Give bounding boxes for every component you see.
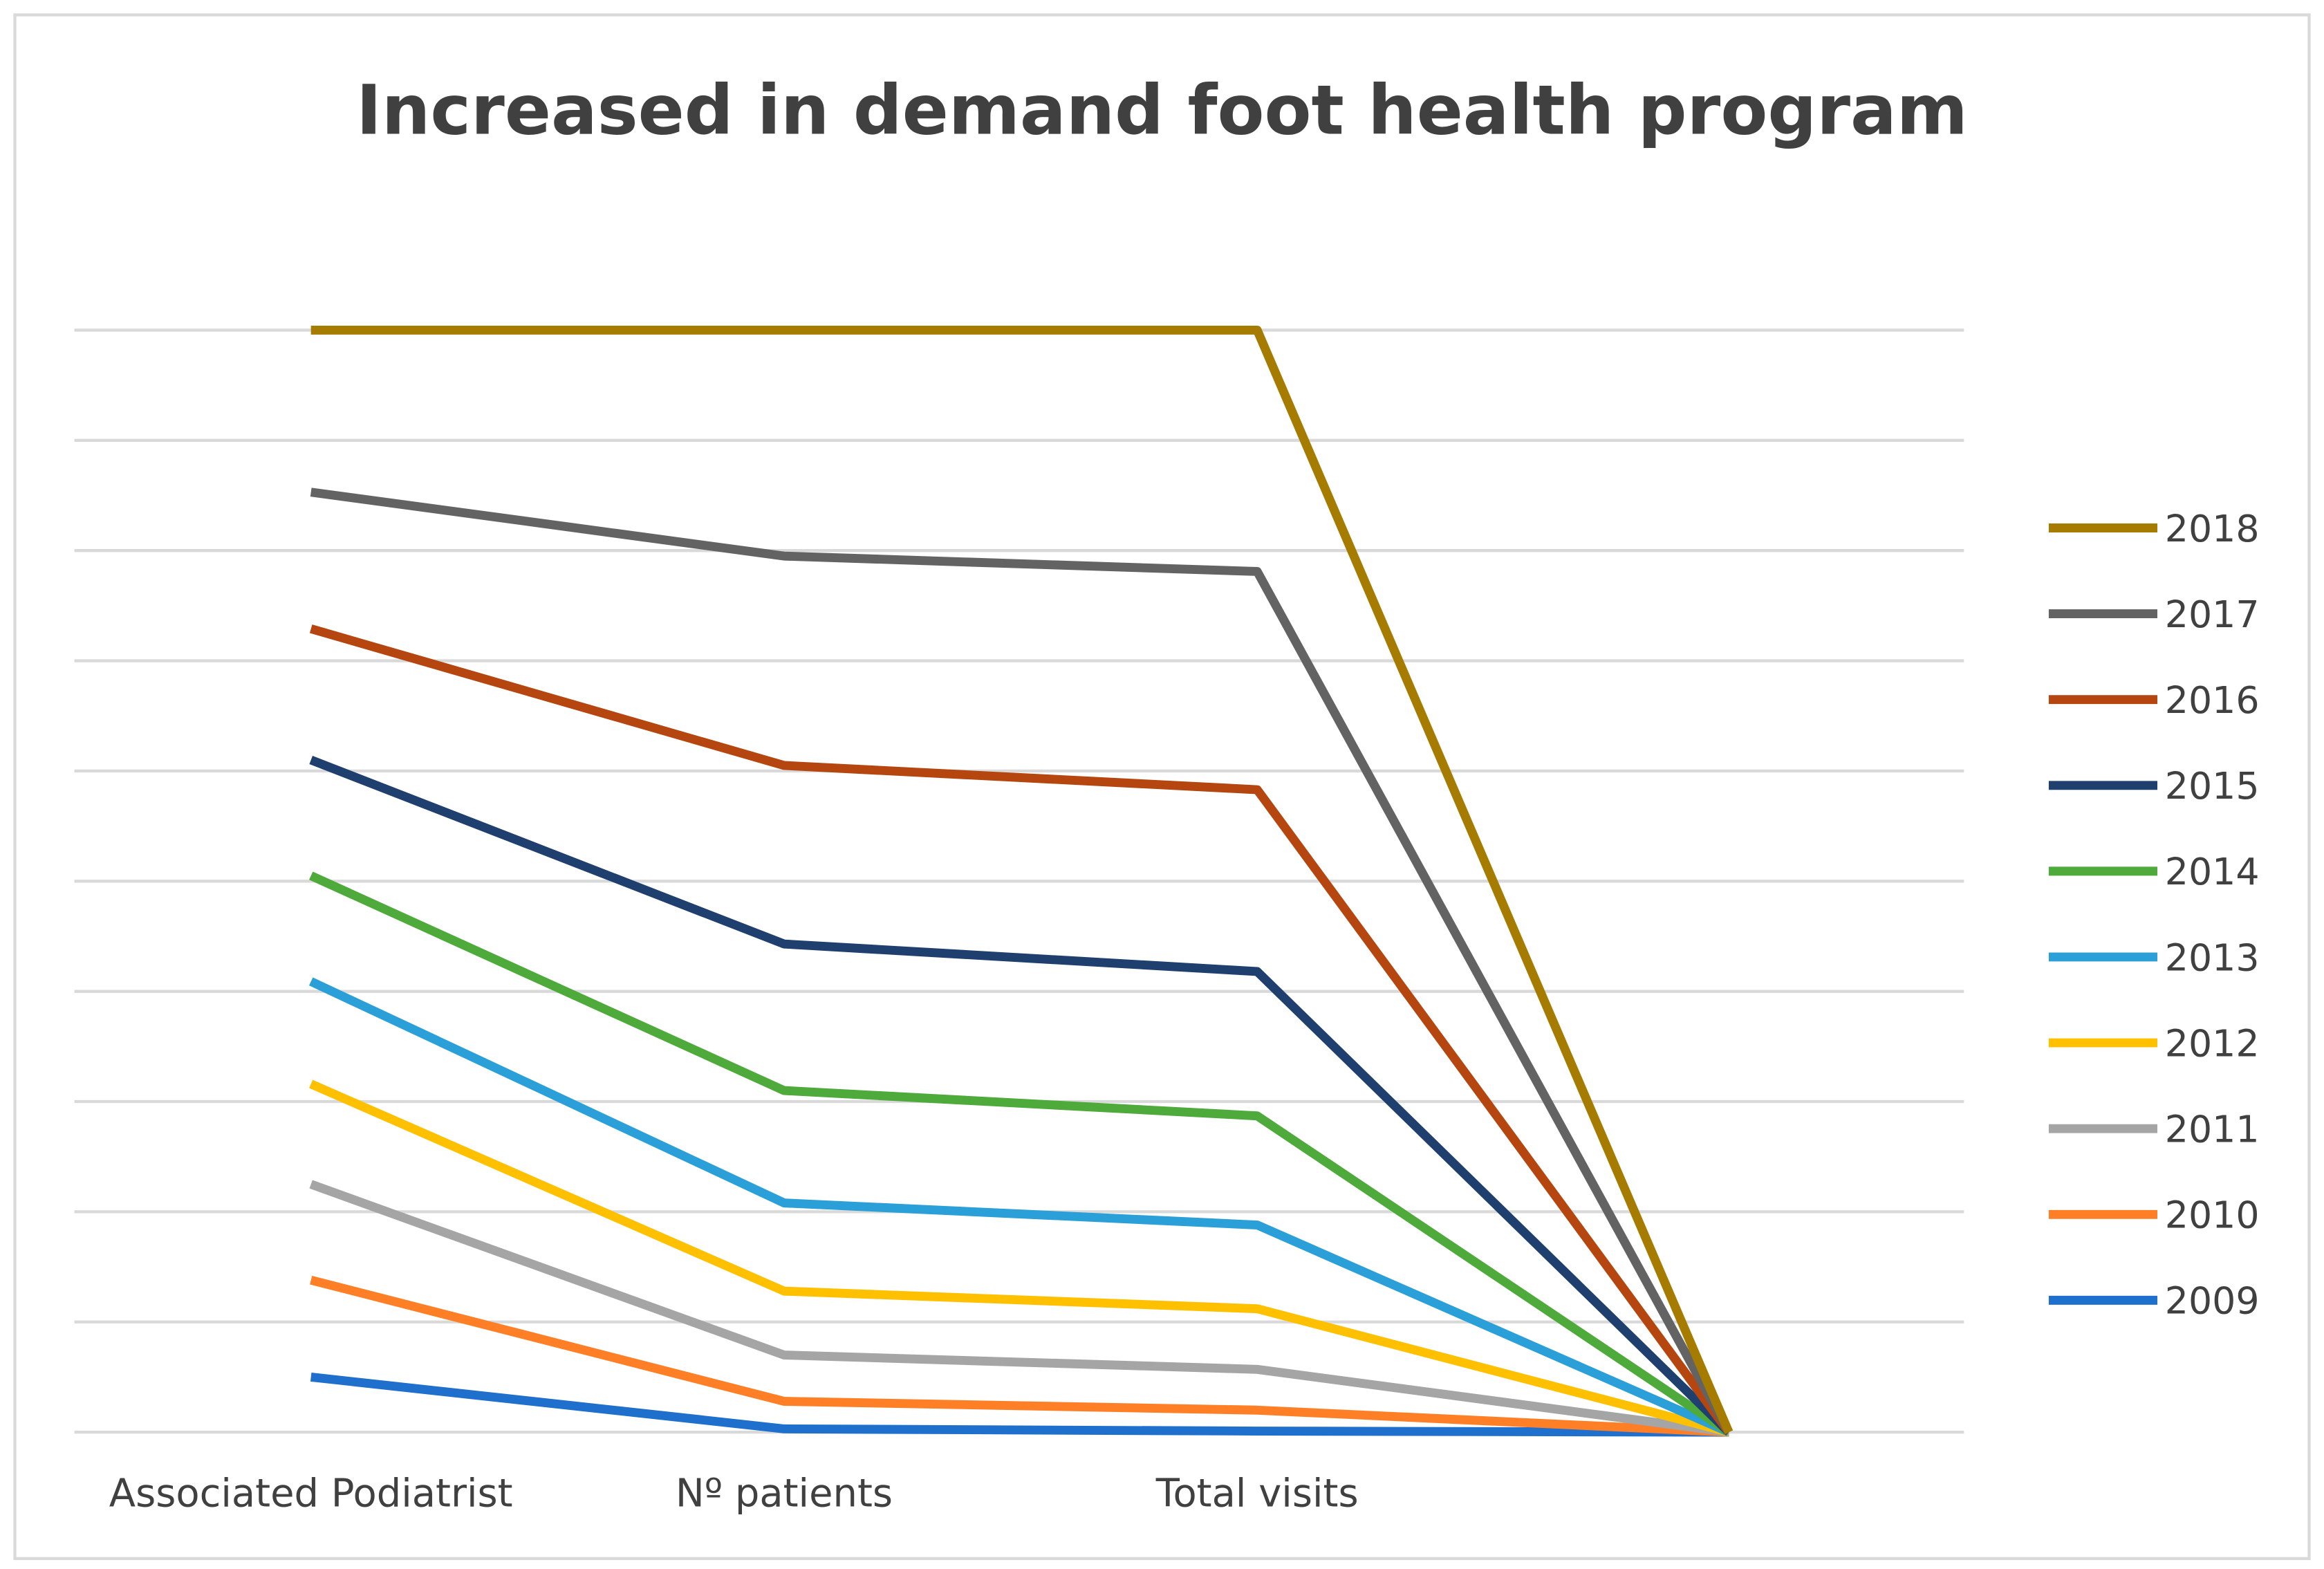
legend-label: 2009 bbox=[2165, 1279, 2260, 1323]
series-lines bbox=[308, 326, 1733, 1437]
series-line-2010 bbox=[310, 1275, 1729, 1437]
series-line-2018 bbox=[310, 326, 1733, 1434]
legend-label: 2011 bbox=[2165, 1108, 2260, 1151]
series-line-2009 bbox=[310, 1373, 1729, 1437]
series-line-2012 bbox=[309, 1079, 1730, 1437]
series-line-2013 bbox=[308, 977, 1731, 1437]
legend-label: 2016 bbox=[2165, 678, 2260, 722]
x-tick-label: Total visits bbox=[1155, 1471, 1359, 1516]
legend: 2018 2017 2016 2015 2014 2013 2012 2011 2010 2009 bbox=[2048, 507, 2260, 1323]
legend-label: 2015 bbox=[2165, 764, 2260, 808]
series-line-2016 bbox=[309, 624, 1733, 1435]
series-line-2014 bbox=[309, 871, 1731, 1436]
series-line-2017 bbox=[310, 488, 1733, 1435]
x-tick-label: Associated Podiatrist bbox=[109, 1471, 513, 1516]
series-line-2011 bbox=[309, 1180, 1730, 1437]
legend-label: 2012 bbox=[2165, 1021, 2260, 1065]
x-tick-label: Nº patients bbox=[676, 1471, 893, 1516]
legend-label: 2017 bbox=[2165, 593, 2260, 636]
legend-label: 2013 bbox=[2165, 936, 2260, 979]
legend-label: 2010 bbox=[2165, 1194, 2260, 1237]
chart-title: Increased in demand foot health program bbox=[356, 71, 1968, 151]
legend-label: 2014 bbox=[2165, 850, 2260, 893]
series-line-2015 bbox=[309, 755, 1732, 1436]
x-axis-labels: Associated Podiatrist Nº patients Total vi… bbox=[109, 1471, 1359, 1516]
legend-label: 2018 bbox=[2165, 507, 2260, 550]
